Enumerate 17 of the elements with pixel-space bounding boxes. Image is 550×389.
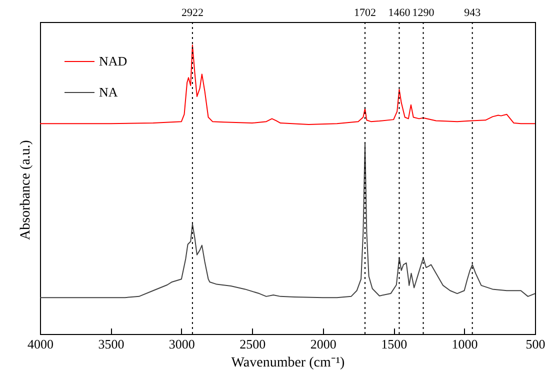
ref-line-label: 1460 [388,7,411,19]
ref-line-label: 1702 [354,7,376,19]
legend-label: NAD [99,54,128,68]
legend-label: NA [99,84,118,100]
ref-line-label: 1290 [412,7,435,19]
x-tick-label: 4000 [28,336,54,352]
x-tick-label: 3000 [168,336,195,352]
x-tick-label: 2500 [240,336,266,352]
x-tick-label: 3500 [98,336,124,352]
y-axis-title: Absorbance (a.u.) [18,140,34,240]
x-tick-label: 1500 [381,336,408,352]
ref-line-label: 943 [464,7,482,19]
ref-line-label: 2922 [181,7,204,19]
x-axis-title: Wavenumber (cm⁻¹) [231,356,346,370]
x-tick-label: 500 [526,336,546,352]
x-tick-label: 2000 [310,336,336,352]
x-tick-label: 1000 [452,336,478,352]
